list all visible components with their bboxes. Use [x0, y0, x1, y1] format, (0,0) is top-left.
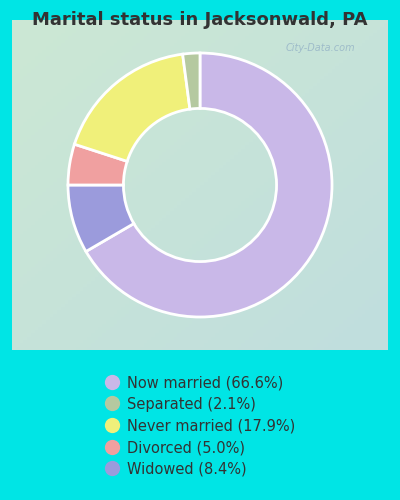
- Wedge shape: [74, 54, 190, 162]
- Wedge shape: [68, 185, 134, 252]
- Text: City-Data.com: City-Data.com: [286, 43, 355, 53]
- Legend: Now married (66.6%), Separated (2.1%), Never married (17.9%), Divorced (5.0%), W: Now married (66.6%), Separated (2.1%), N…: [99, 370, 301, 482]
- Wedge shape: [183, 53, 200, 109]
- Text: Marital status in Jacksonwald, PA: Marital status in Jacksonwald, PA: [32, 11, 368, 29]
- Wedge shape: [68, 144, 127, 185]
- Wedge shape: [86, 53, 332, 317]
